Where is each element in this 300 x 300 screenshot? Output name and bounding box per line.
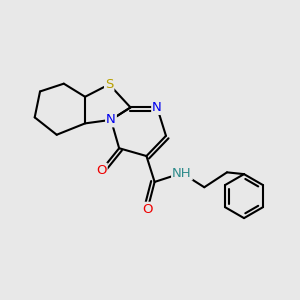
Text: NH: NH [172, 167, 192, 180]
Text: S: S [105, 78, 113, 91]
Text: N: N [152, 101, 162, 114]
Text: O: O [96, 164, 106, 177]
Text: O: O [142, 203, 153, 216]
Text: N: N [106, 113, 116, 126]
